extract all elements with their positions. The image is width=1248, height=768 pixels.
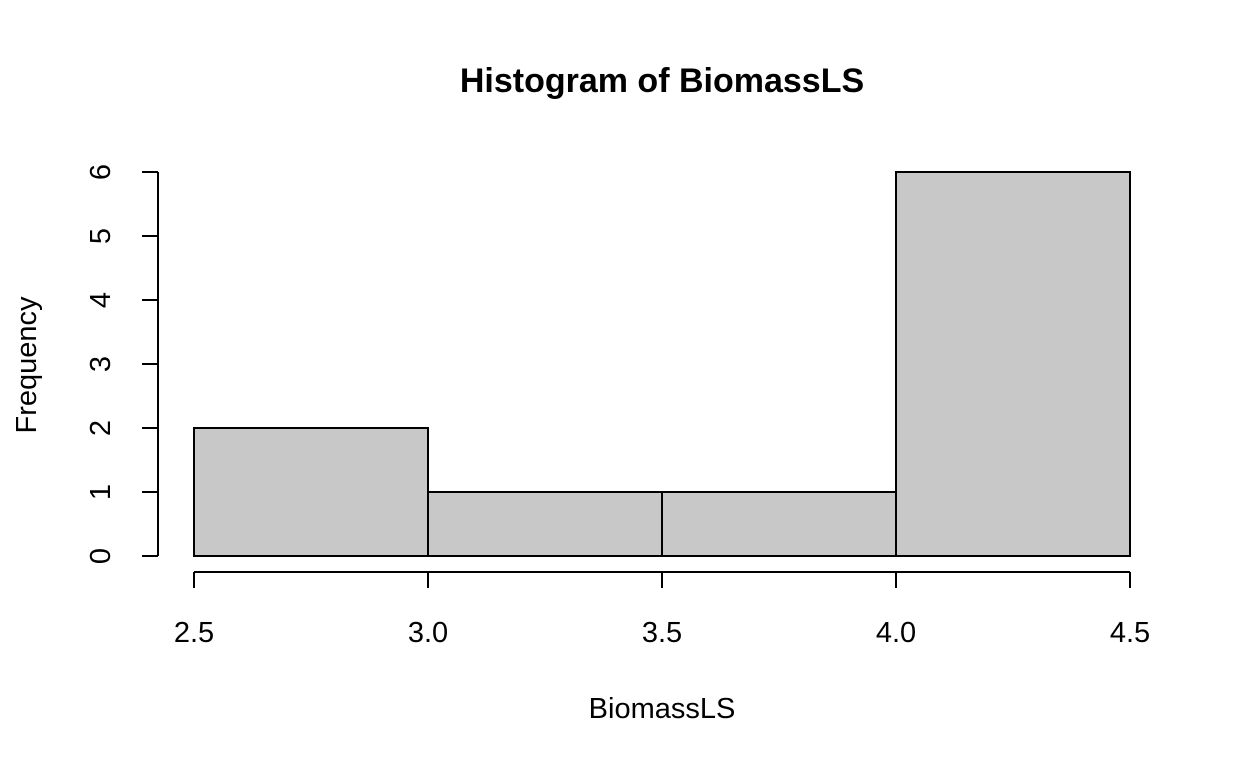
histogram-bar-4 — [895, 171, 1131, 557]
histogram-bar-2 — [427, 491, 663, 557]
bars-layer — [193, 171, 1131, 557]
x-tick-label: 4.5 — [1110, 617, 1150, 649]
x-tick-label: 2.5 — [174, 617, 214, 649]
y-axis-title: Frequency — [11, 296, 43, 434]
y-tick-label: 4 — [85, 292, 117, 308]
y-tick-label: 5 — [85, 228, 117, 244]
chart-title: Histogram of BiomassLS — [460, 62, 864, 100]
x-axis: 2.5 3.0 3.5 4.0 4.5 — [174, 571, 1150, 649]
x-axis-title: BiomassLS — [589, 693, 736, 725]
x-tick-label: 3.5 — [642, 617, 682, 649]
y-tick-label: 1 — [85, 484, 117, 500]
x-tick-label: 4.0 — [876, 617, 916, 649]
x-tick-label: 3.0 — [408, 617, 448, 649]
y-tick-label: 2 — [85, 420, 117, 436]
y-tick-label: 3 — [85, 356, 117, 372]
y-tick-label: 0 — [85, 548, 117, 564]
y-axis: 0 1 2 3 4 5 6 — [85, 164, 159, 564]
histogram-bar-1 — [193, 427, 429, 557]
histogram-bar-3 — [661, 491, 897, 557]
y-tick-label: 6 — [85, 164, 117, 180]
